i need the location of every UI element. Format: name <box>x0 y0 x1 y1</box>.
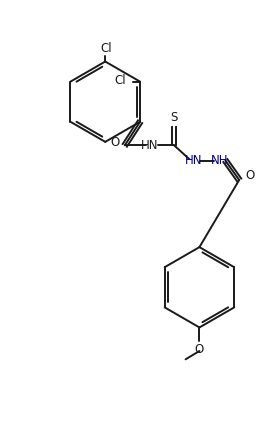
Text: HN: HN <box>185 154 202 167</box>
Text: O: O <box>111 136 120 148</box>
Text: NH: NH <box>211 154 229 167</box>
Text: S: S <box>170 111 178 124</box>
Text: O: O <box>195 343 204 356</box>
Text: Cl: Cl <box>115 74 126 87</box>
Text: O: O <box>245 169 255 182</box>
Text: Cl: Cl <box>101 42 112 54</box>
Text: HN: HN <box>140 139 158 152</box>
